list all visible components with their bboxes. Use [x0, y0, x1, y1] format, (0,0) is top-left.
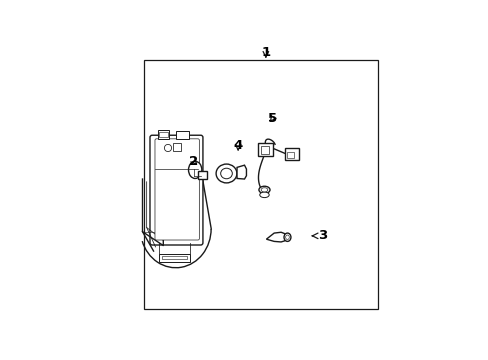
Polygon shape	[278, 232, 284, 242]
Bar	[162, 256, 186, 260]
Bar	[198, 171, 206, 179]
Bar	[258, 143, 272, 156]
Ellipse shape	[220, 168, 232, 179]
Circle shape	[164, 144, 171, 152]
Bar	[286, 152, 293, 158]
Text: 1: 1	[261, 46, 270, 59]
Ellipse shape	[259, 186, 269, 193]
Text: 3: 3	[311, 229, 326, 242]
Bar	[143, 60, 377, 309]
Bar	[260, 146, 268, 154]
Ellipse shape	[216, 164, 236, 183]
Ellipse shape	[261, 188, 267, 192]
Polygon shape	[237, 165, 246, 179]
Ellipse shape	[188, 161, 202, 179]
Ellipse shape	[285, 235, 289, 239]
Bar	[159, 254, 189, 262]
FancyBboxPatch shape	[155, 139, 199, 240]
Bar	[159, 132, 168, 137]
Text: 5: 5	[268, 112, 277, 125]
Ellipse shape	[259, 192, 268, 198]
Bar	[175, 131, 189, 139]
Bar	[285, 148, 299, 159]
Bar	[158, 130, 169, 139]
Text: 4: 4	[233, 139, 242, 152]
Text: 2: 2	[189, 154, 198, 167]
Bar	[173, 143, 181, 151]
Polygon shape	[266, 232, 284, 242]
Ellipse shape	[284, 233, 290, 242]
FancyBboxPatch shape	[150, 135, 203, 245]
